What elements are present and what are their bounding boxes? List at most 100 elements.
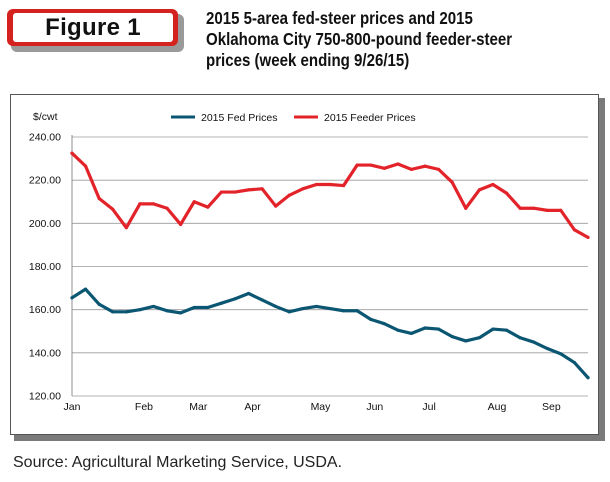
data-point (559, 352, 563, 356)
data-point (545, 208, 549, 212)
data-point (437, 167, 441, 171)
data-point (369, 317, 373, 321)
data-point (382, 166, 386, 170)
y-tick-label: 120.00 (29, 391, 61, 403)
data-point (355, 163, 359, 167)
y-tick-label: 160.00 (29, 304, 61, 316)
data-point (328, 306, 332, 311)
data-point (545, 346, 549, 351)
data-point (219, 190, 223, 194)
data-point (83, 287, 88, 291)
data-point (111, 310, 115, 314)
chart-frame: 240.00 220.00 200.00 180.00 160.00 140.00 120.… (10, 94, 599, 435)
y-tick-label: 180.00 (29, 261, 61, 273)
data-point (341, 309, 346, 313)
data-point (586, 376, 590, 380)
data-point (504, 328, 509, 332)
data-point (437, 327, 441, 331)
legend-label: 2015 Fed Prices (201, 112, 277, 124)
data-point (179, 222, 183, 227)
data-point (396, 162, 400, 166)
figure-label: Figure 1 (13, 13, 173, 42)
data-point (491, 327, 495, 331)
data-point (341, 183, 346, 188)
data-point (151, 304, 156, 309)
data-point (151, 202, 156, 206)
data-point (532, 340, 536, 344)
data-point (314, 182, 319, 187)
figure-title-line-3: prices (week ending 9/26/15) (206, 50, 410, 70)
data-point (477, 336, 481, 340)
data-point (260, 187, 264, 191)
data-point (165, 309, 169, 313)
figure-title-line-1: 2015 5-area fed-steer prices and 2015 (206, 8, 473, 28)
y-axis-label: $/cwt (33, 111, 58, 123)
data-point (287, 310, 291, 314)
data-point (301, 187, 305, 191)
x-tick-label: Feb (135, 401, 153, 413)
data-point (518, 206, 522, 210)
data-point (165, 206, 169, 210)
data-point (111, 207, 115, 211)
figure-badge: Figure 1 (7, 9, 178, 46)
data-point (450, 335, 454, 339)
data-point (450, 180, 454, 184)
data-point (124, 226, 128, 230)
data-point (219, 301, 223, 305)
data-point (246, 188, 251, 192)
x-tick-label: May (311, 401, 332, 413)
x-tick-label: Mar (189, 401, 208, 413)
data-point (355, 309, 359, 313)
data-point (246, 291, 251, 296)
data-point (409, 167, 414, 171)
data-point (396, 328, 400, 332)
series-line (70, 151, 590, 239)
data-point (328, 182, 332, 187)
data-point (192, 305, 196, 310)
x-tick-label: Apr (244, 401, 261, 413)
data-point (274, 204, 278, 208)
data-point (477, 188, 481, 192)
figure-title-line-2: Oklahoma City 750-800-pound feeder-steer (206, 29, 513, 49)
data-point (192, 200, 196, 204)
data-point (504, 191, 509, 195)
data-point (314, 304, 319, 309)
data-point (572, 228, 577, 232)
data-point (97, 302, 101, 306)
figure-title: 2015 5-area fed-steer prices and 2015 Ok… (206, 8, 546, 71)
x-tick-label: Jul (422, 401, 435, 413)
y-tick-label: 140.00 (29, 347, 61, 359)
data-point (206, 305, 210, 310)
y-tick-label: 220.00 (29, 175, 61, 187)
data-point (518, 336, 522, 340)
x-tick-label: Aug (488, 401, 507, 413)
data-point (301, 306, 305, 311)
data-point (233, 297, 237, 301)
data-point (532, 206, 536, 210)
x-tick-label: Jan (64, 401, 81, 413)
data-point (70, 296, 74, 300)
data-point (287, 193, 291, 197)
data-point (559, 208, 563, 212)
data-point (124, 310, 128, 314)
series-line (70, 287, 590, 380)
data-point (70, 151, 74, 155)
x-tick-label: Jun (366, 401, 383, 413)
source-note: Source: Agricultural Marketing Service, … (13, 454, 343, 471)
data-point (491, 182, 495, 187)
data-point (369, 163, 373, 167)
data-point (97, 196, 101, 201)
data-point (233, 190, 237, 194)
data-point (274, 304, 278, 309)
x-tick-label: Sep (542, 401, 561, 413)
data-point (260, 298, 264, 302)
data-point (138, 202, 142, 206)
data-point (138, 308, 142, 312)
data-point (83, 164, 88, 168)
data-point (572, 360, 577, 365)
data-point (423, 164, 427, 168)
data-point (464, 206, 468, 210)
data-point (179, 311, 183, 315)
data-point (586, 235, 590, 239)
data-point (464, 339, 468, 343)
